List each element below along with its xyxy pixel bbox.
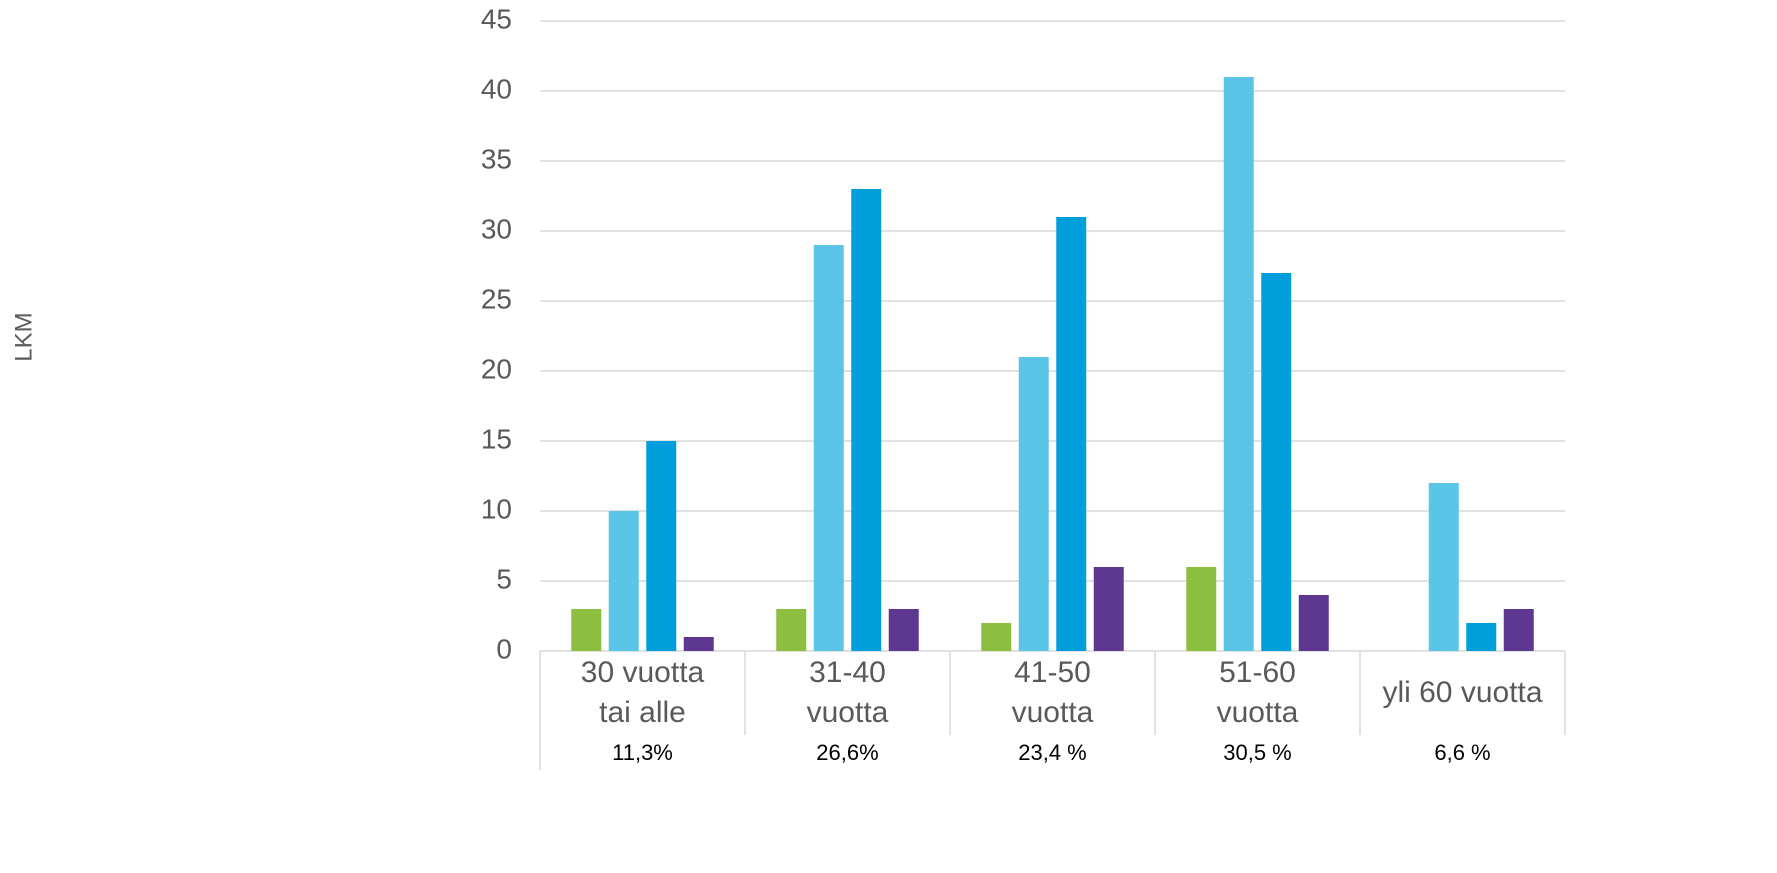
bar (1466, 623, 1497, 651)
bar (571, 609, 602, 651)
x-tick-label: 51-60 vuotta (1216, 656, 1299, 729)
y-tick-label: 40 (481, 73, 512, 104)
bar (1056, 217, 1087, 651)
y-tick-label: 30 (481, 213, 512, 244)
bar (981, 623, 1012, 651)
category-note: 6,6 % (1434, 740, 1491, 765)
category-note: 23,4 % (1018, 740, 1087, 765)
bar (646, 441, 677, 651)
x-tick-label: 31-40 vuotta (806, 656, 889, 729)
bar (776, 609, 807, 651)
y-tick-label: 20 (481, 353, 512, 384)
x-tick-label: 41-50 vuotta (1011, 656, 1094, 729)
category-note: 26,6% (816, 740, 879, 765)
y-tick-label: 15 (481, 423, 512, 454)
y-tick-label: 25 (481, 283, 512, 314)
bar (1018, 357, 1049, 651)
bar (608, 511, 639, 651)
y-tick-label: 35 (481, 143, 512, 174)
bar (1223, 77, 1254, 651)
bar (683, 637, 714, 651)
x-tick-label: 30 vuotta tai alle (580, 656, 705, 729)
y-tick-label: 10 (481, 493, 512, 524)
bar (1298, 595, 1329, 651)
x-tick-label: yli 60 vuotta (1382, 676, 1543, 709)
category-note: 11,3% (612, 740, 673, 765)
bar (1428, 483, 1459, 651)
bar (1261, 273, 1292, 651)
bar (851, 189, 882, 651)
y-tick-label: 5 (496, 563, 512, 594)
y-tick-label: 0 (496, 633, 512, 664)
y-axis-label: LKM (10, 312, 37, 361)
y-tick-label: 45 (481, 3, 512, 34)
bar (1503, 609, 1534, 651)
bar (813, 245, 844, 651)
category-note: 30,5 % (1223, 740, 1292, 765)
bar (1093, 567, 1124, 651)
bar (888, 609, 919, 651)
bar (1186, 567, 1217, 651)
